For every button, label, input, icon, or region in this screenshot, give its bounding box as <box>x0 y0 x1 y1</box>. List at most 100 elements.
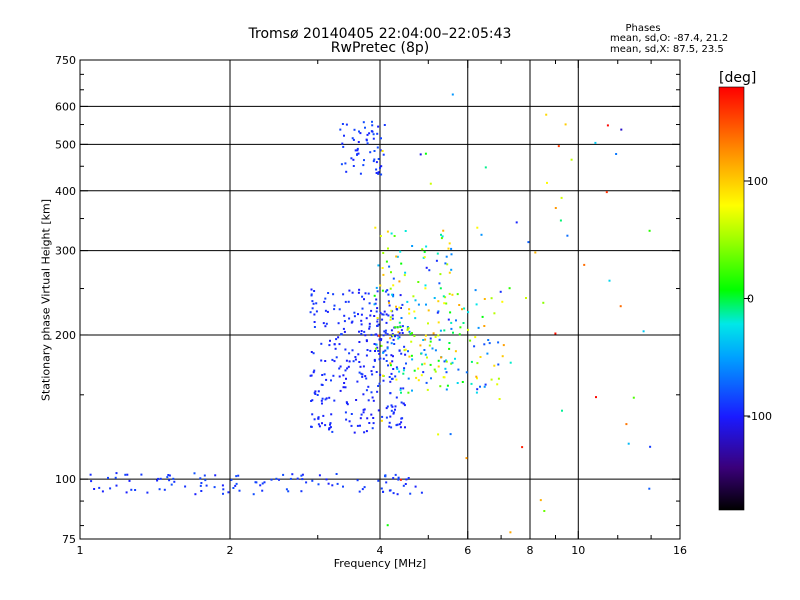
data-point <box>398 306 401 309</box>
data-point <box>353 431 356 434</box>
data-point <box>606 124 609 127</box>
data-point <box>396 308 399 311</box>
data-point <box>388 301 390 304</box>
data-point <box>396 255 399 258</box>
data-point <box>465 457 468 460</box>
data-point <box>238 489 241 492</box>
data-point <box>172 477 175 480</box>
y-tick-label: 100 <box>55 473 76 486</box>
data-point <box>356 149 359 152</box>
data-point <box>384 329 387 332</box>
data-point <box>381 150 384 152</box>
y-tick-label: 300 <box>55 245 76 258</box>
x-axis-label: Frequency [MHz] <box>333 557 427 570</box>
data-point <box>608 279 611 282</box>
data-point <box>399 426 402 429</box>
data-point <box>357 313 359 316</box>
data-point <box>359 365 362 368</box>
data-point <box>344 386 347 389</box>
data-point <box>377 323 380 326</box>
data-point <box>403 345 406 348</box>
data-point <box>456 382 459 384</box>
data-point <box>391 317 394 320</box>
data-point <box>346 403 349 406</box>
data-point <box>487 339 490 341</box>
data-point <box>422 371 425 374</box>
data-point <box>310 425 313 428</box>
data-point <box>417 281 420 283</box>
data-point <box>350 413 353 415</box>
data-point <box>425 266 428 269</box>
data-point <box>382 379 385 382</box>
data-point <box>381 415 384 418</box>
data-point <box>380 339 382 342</box>
data-point <box>331 358 334 361</box>
data-point <box>353 128 356 131</box>
data-point <box>388 421 391 424</box>
data-point <box>382 351 385 354</box>
data-point <box>333 343 336 346</box>
data-point <box>543 510 546 512</box>
data-point <box>632 396 635 399</box>
data-point <box>401 325 404 328</box>
data-point <box>343 314 346 317</box>
data-point <box>370 309 373 312</box>
data-point <box>375 343 378 346</box>
data-point <box>403 404 406 407</box>
data-point <box>323 300 326 303</box>
data-point <box>367 292 370 295</box>
data-point <box>317 416 320 419</box>
phases-heading: Phases <box>625 23 661 34</box>
data-point <box>340 333 342 336</box>
data-point <box>235 482 238 485</box>
data-point <box>450 253 453 256</box>
data-point <box>388 425 391 428</box>
data-point <box>439 329 442 332</box>
data-point <box>331 484 334 487</box>
data-point <box>648 229 651 232</box>
data-point <box>368 325 371 328</box>
data-point <box>392 477 395 480</box>
data-point <box>372 365 375 368</box>
data-point <box>384 331 387 334</box>
data-point <box>427 322 429 325</box>
data-point <box>390 342 393 345</box>
data-point <box>379 149 382 152</box>
data-point <box>356 424 359 427</box>
data-point <box>168 474 171 477</box>
data-point <box>402 484 405 487</box>
data-point <box>400 262 403 265</box>
data-point <box>329 339 331 342</box>
data-point <box>289 477 292 480</box>
data-point <box>392 411 395 414</box>
data-point <box>395 255 398 258</box>
data-point <box>366 349 369 351</box>
x-tick-label: 8 <box>527 544 534 557</box>
data-point <box>325 478 328 481</box>
data-point <box>479 356 482 358</box>
data-point <box>398 321 401 324</box>
data-point <box>378 352 381 355</box>
data-point <box>370 391 373 394</box>
data-point <box>404 271 407 274</box>
data-point <box>358 130 360 133</box>
data-point <box>388 304 391 307</box>
data-point <box>347 300 350 303</box>
data-point <box>338 367 341 370</box>
data-point <box>252 493 255 496</box>
data-point <box>336 482 339 485</box>
colorbar-ticks: 100 0 -100 <box>744 175 772 423</box>
data-point <box>488 342 491 345</box>
data-point <box>389 362 392 365</box>
data-point <box>163 488 166 491</box>
data-point <box>327 292 330 294</box>
data-point <box>417 379 420 382</box>
data-point <box>458 304 461 306</box>
data-point <box>642 330 645 333</box>
data-point <box>392 295 395 298</box>
data-point <box>463 307 466 310</box>
data-point <box>383 330 386 333</box>
data-point <box>381 289 384 292</box>
data-point <box>392 368 395 370</box>
data-point <box>398 423 401 426</box>
